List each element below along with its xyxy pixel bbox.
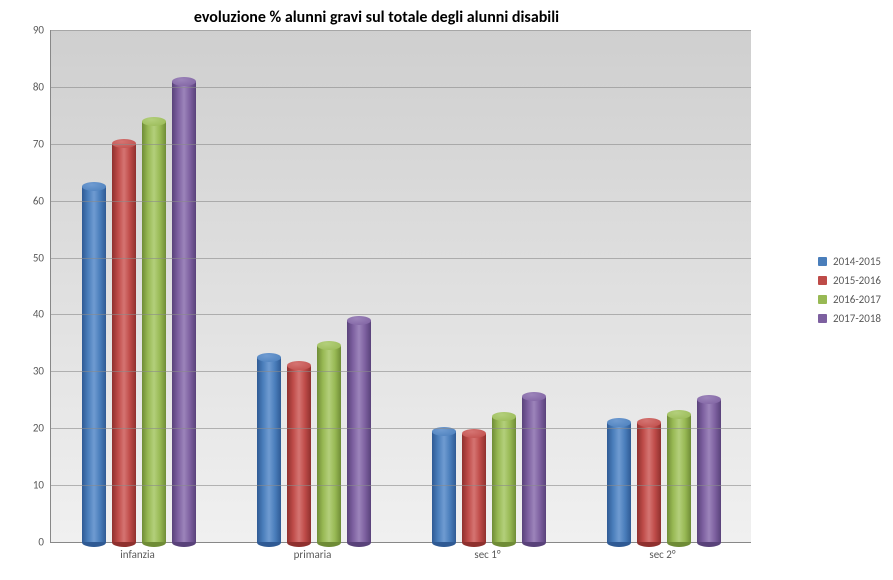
legend-label: 2015-2016 [833, 274, 881, 287]
y-tick-label: 90 [33, 24, 44, 37]
y-tick-label: 10 [33, 479, 44, 492]
x-tick-label: primaria [294, 548, 332, 561]
bar [287, 366, 311, 542]
gridline [51, 144, 751, 145]
y-tick-label: 50 [33, 251, 44, 264]
legend-label: 2014-2015 [833, 255, 881, 268]
y-tick-label: 20 [33, 422, 44, 435]
legend-item: 2017-2018 [818, 312, 881, 325]
y-tick-label: 60 [33, 194, 44, 207]
y-tick-label: 80 [33, 80, 44, 93]
x-axis: infanzia primaria sec 1° sec 2° [50, 542, 750, 572]
x-tick-label: infanzia [120, 548, 155, 561]
x-tick-label: sec 2° [649, 548, 675, 561]
bar [667, 414, 691, 542]
y-tick-label: 40 [33, 308, 44, 321]
bar [462, 434, 486, 542]
chart-container: evoluzione % alunni gravi sul totale deg… [0, 0, 893, 580]
legend-swatch [818, 257, 827, 266]
legend-item: 2015-2016 [818, 274, 881, 287]
y-axis: 0102030405060708090 [0, 30, 50, 542]
legend-label: 2017-2018 [833, 312, 881, 325]
legend-item: 2014-2015 [818, 255, 881, 268]
gridline [51, 485, 751, 486]
bar [637, 423, 661, 542]
columns-layer [51, 30, 751, 542]
gridline [51, 30, 751, 31]
gridline [51, 428, 751, 429]
gridline [51, 371, 751, 372]
bar [112, 144, 136, 542]
x-tick-label: sec 1° [474, 548, 500, 561]
gridline [51, 258, 751, 259]
y-tick-label: 0 [38, 536, 44, 549]
bar [522, 397, 546, 542]
legend-swatch [818, 276, 827, 285]
bar [317, 346, 341, 542]
bar [347, 320, 371, 542]
bar [697, 400, 721, 542]
legend: 2014-2015 2015-2016 2016-2017 2017-2018 [818, 249, 881, 331]
bar [492, 417, 516, 542]
legend-label: 2016-2017 [833, 293, 881, 306]
legend-item: 2016-2017 [818, 293, 881, 306]
bar [172, 81, 196, 542]
bar [82, 186, 106, 542]
legend-swatch [818, 295, 827, 304]
gridline [51, 87, 751, 88]
bar [432, 431, 456, 542]
chart-title: evoluzione % alunni gravi sul totale deg… [0, 8, 753, 27]
bar [142, 121, 166, 542]
legend-swatch [818, 314, 827, 323]
bar [257, 357, 281, 542]
y-tick-label: 70 [33, 137, 44, 150]
plot-area [50, 30, 751, 543]
bar [607, 423, 631, 542]
y-tick-label: 30 [33, 365, 44, 378]
gridline [51, 314, 751, 315]
gridline [51, 201, 751, 202]
